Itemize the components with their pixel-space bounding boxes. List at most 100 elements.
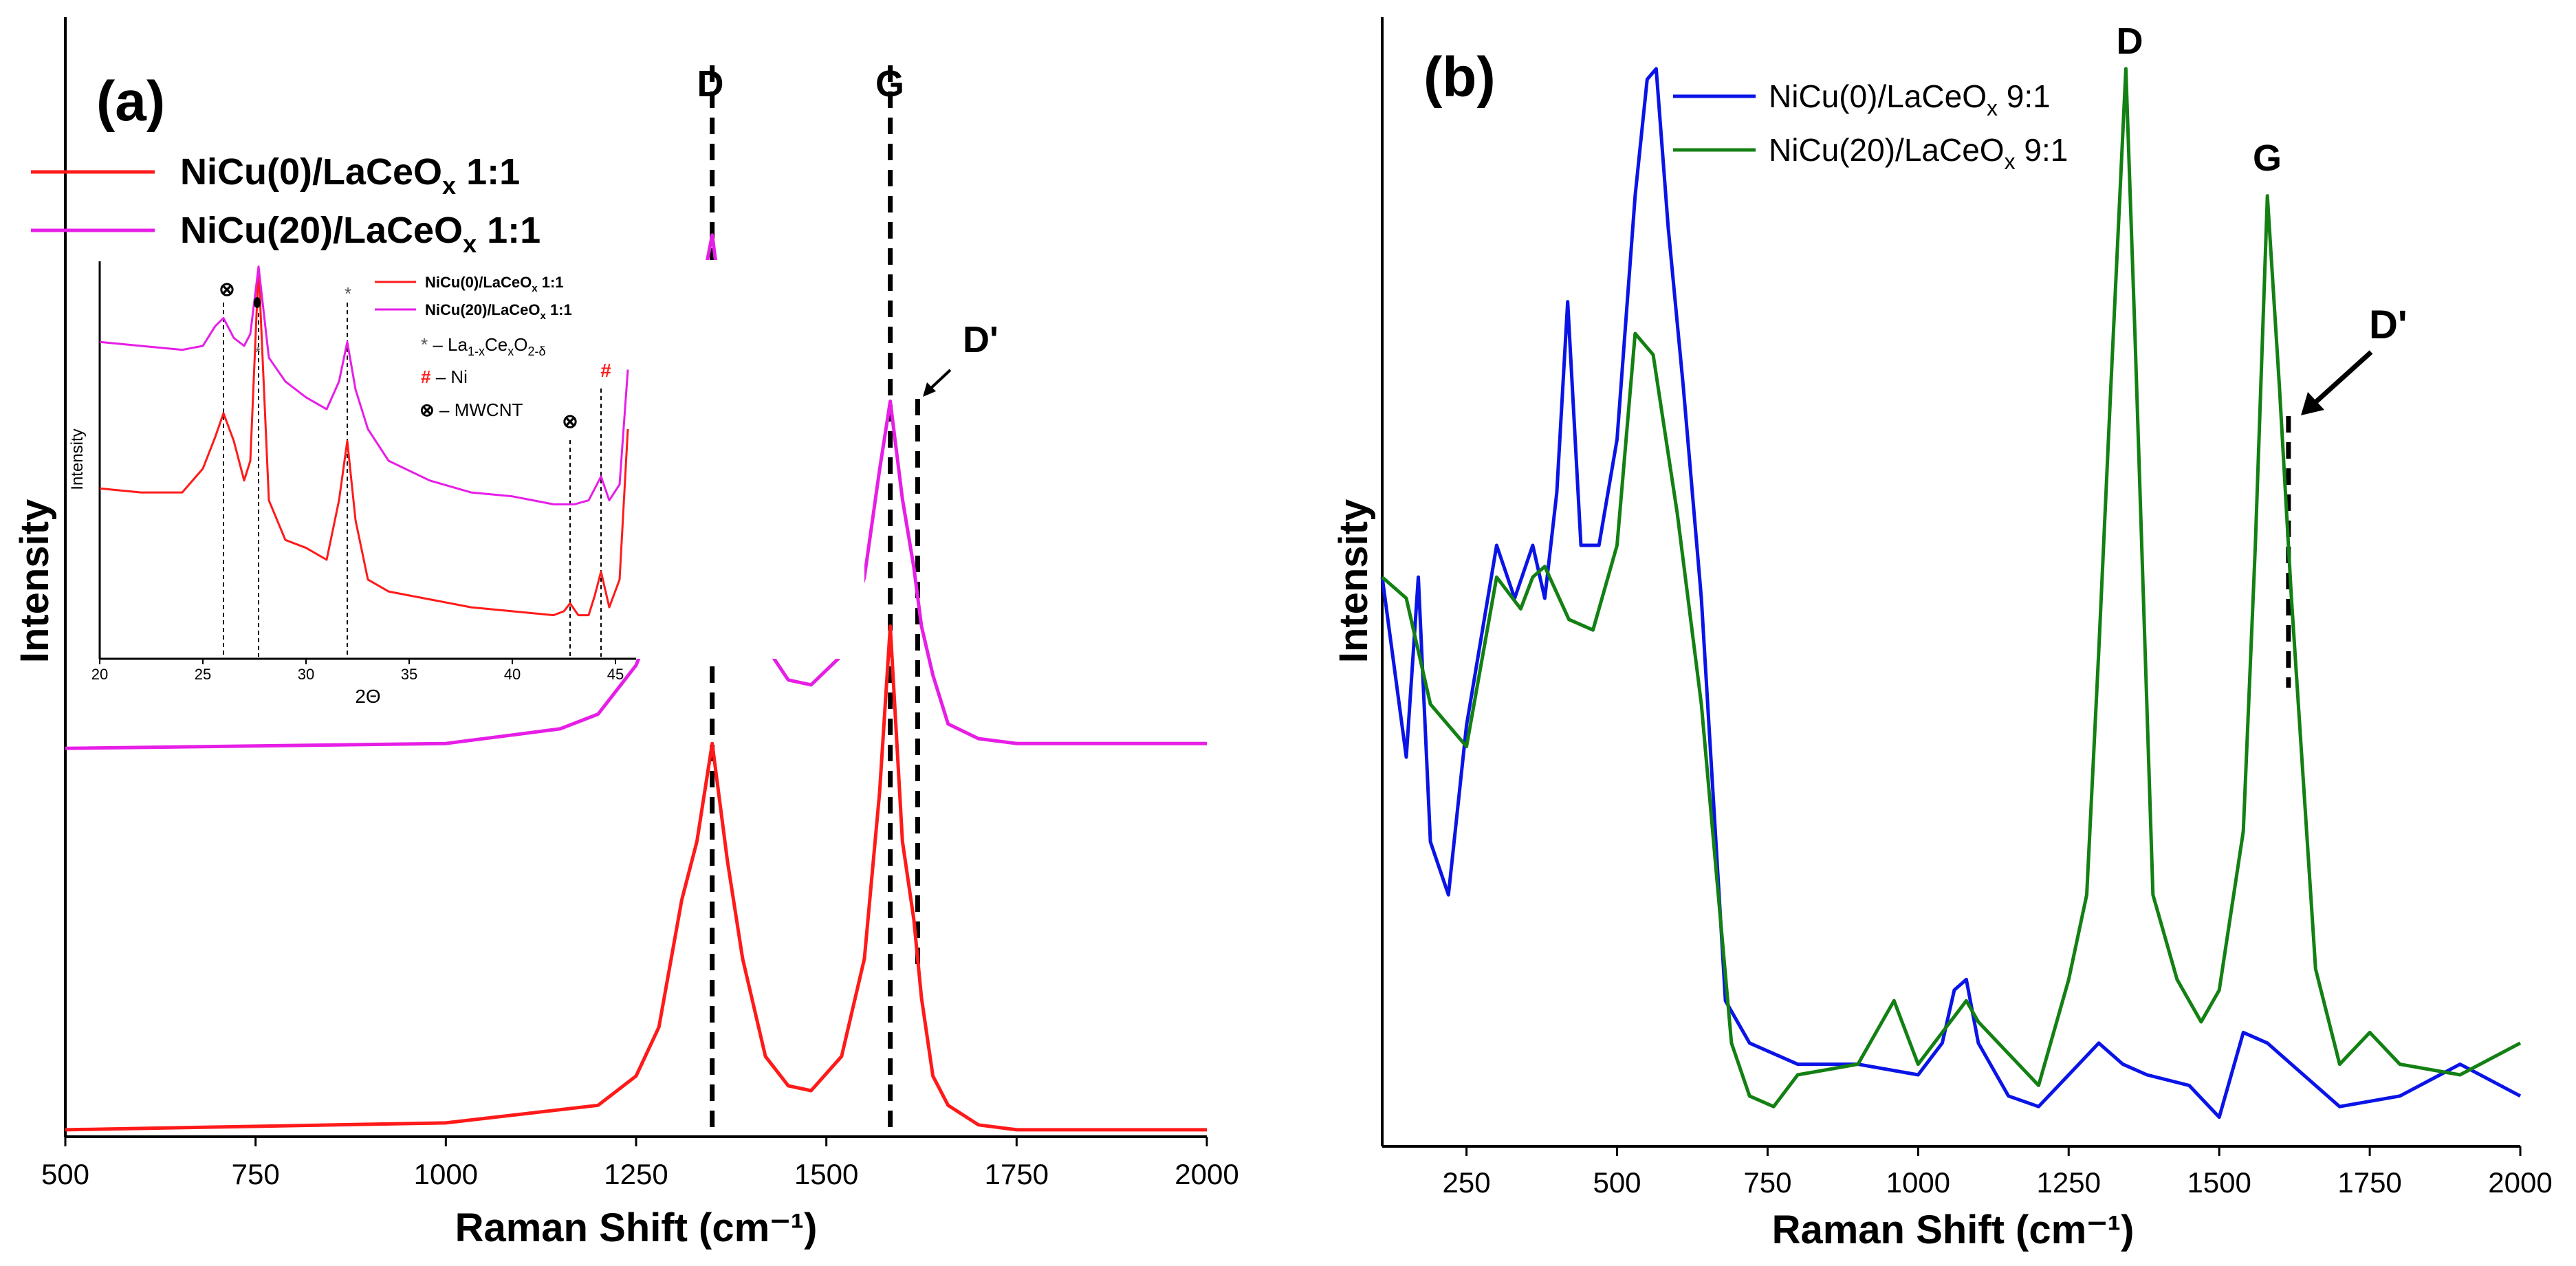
inset-marker-dot	[254, 297, 261, 308]
x-tick-label: 1250	[604, 1158, 668, 1190]
legend-base: NiCu(20)/LaCeO	[425, 301, 540, 318]
x-tick-label: 750	[232, 1158, 280, 1190]
phase-sub: 2-δ	[527, 345, 545, 358]
x-tick-label: 40	[504, 666, 521, 683]
x-tick-label: 1000	[1886, 1166, 1950, 1199]
inset-legend: NiCu(0)/LaCeOx 1:1 NiCu(20)/LaCeOx 1:1 *…	[375, 274, 572, 420]
legend-label: NiCu(20)/LaCeOx 9:1	[1769, 132, 2068, 174]
legend-base: NiCu(0)/LaCeO	[425, 274, 532, 291]
inset-legend-ni: # – Ni	[421, 367, 468, 387]
x-tick-label: 2000	[1175, 1158, 1238, 1190]
series-line	[1381, 67, 2522, 1109]
legend-entry: NiCu(0)/LaCeOx 9:1	[1673, 78, 2051, 120]
phase-dash: –	[428, 334, 448, 355]
phase-marker: *	[421, 334, 428, 355]
phase-dash: –	[430, 367, 450, 387]
panel-b-dprime-arrow	[2301, 350, 2373, 415]
phase-marker: #	[421, 367, 431, 387]
legend-sub: x	[532, 283, 538, 294]
panel-a-peak-g-label: G	[875, 63, 904, 105]
panel-b-label: (b)	[1423, 46, 1496, 109]
x-tick-label: 35	[401, 666, 417, 683]
legend-label: NiCu(0)/LaCeOx 1:1	[425, 274, 564, 294]
panel-a-peak-dprime-label: D'	[963, 319, 998, 360]
legend-entry: NiCu(20)/LaCeOx 1:1	[31, 210, 541, 258]
legend-tail: 1:1	[546, 301, 572, 318]
x-tick-label: 30	[298, 666, 314, 683]
phase-text: La	[448, 334, 468, 355]
legend-sub: x	[540, 310, 546, 322]
legend-label: NiCu(0)/LaCeOx 1:1	[180, 151, 520, 199]
x-tick-label: 1000	[414, 1158, 478, 1190]
panel-b-legend: NiCu(0)/LaCeOx 9:1 NiCu(20)/LaCeOx 9:1	[1673, 78, 2068, 174]
legend-label: NiCu(20)/LaCeOx 1:1	[180, 210, 541, 258]
legend-tail: 9:1	[1998, 78, 2051, 114]
inset-x-ticks: 20 25 30 35 40 45	[91, 659, 624, 683]
x-tick-label: 20	[91, 666, 108, 683]
x-tick-label: 1250	[2037, 1166, 2101, 1199]
phase-sub: 1-x	[468, 345, 485, 358]
panel-b: 250 500 750 1000 1250 1500 1750 2000 (b) Raman …	[1331, 17, 2553, 1252]
legend-base: NiCu(0)/LaCeO	[180, 151, 442, 193]
phase-dash: –	[435, 400, 455, 420]
legend-sub: x	[442, 171, 456, 199]
legend-tail: 9:1	[2016, 132, 2069, 168]
legend-base: NiCu(20)/LaCeO	[180, 210, 463, 251]
legend-entry: NiCu(20)/LaCeOx 1:1	[375, 301, 572, 322]
inset-marker-mwcnt-43: ⊗	[562, 411, 578, 432]
x-tick-label: 1750	[985, 1158, 1049, 1190]
panel-b-peak-d-label: D	[2117, 21, 2143, 62]
x-tick-label: 250	[1443, 1166, 1491, 1199]
panel-b-curves	[1380, 67, 2522, 1120]
inset-x-title: 2Θ	[355, 686, 380, 707]
legend-entry: NiCu(20)/LaCeOx 9:1	[1673, 132, 2068, 174]
inset: 20 25 30 35 40 45 2Θ Intensity ⊗ * * ⊗ # NiCu…	[68, 260, 864, 707]
inset-marker-lace-32: *	[345, 283, 351, 304]
inset-marker-lace-28: *	[255, 344, 261, 361]
panel-b-peak-g-label: G	[2253, 138, 2282, 179]
panel-a-legend: NiCu(0)/LaCeOx 1:1 NiCu(20)/LaCeOx 1:1	[31, 151, 541, 258]
phase-mid: Ce	[485, 334, 507, 355]
x-tick-label: 750	[1743, 1166, 1791, 1199]
phase-sub: x	[507, 345, 514, 358]
legend-sub: x	[2005, 149, 2016, 174]
x-tick-label: 25	[195, 666, 211, 683]
series-line	[65, 624, 1207, 1132]
inset-peak-lines	[223, 303, 602, 657]
x-tick-label: 500	[1593, 1166, 1641, 1199]
x-tick-label: 45	[607, 666, 624, 683]
inset-marker-mwcnt-26: ⊗	[219, 279, 234, 300]
panel-a-peak-d-label: D	[697, 63, 724, 105]
legend-label: NiCu(0)/LaCeOx 9:1	[1769, 78, 2051, 120]
series-line	[1380, 67, 2522, 1120]
series-line	[99, 265, 629, 617]
panel-b-peak-dprime-label: D'	[2369, 303, 2408, 347]
legend-tail: 1:1	[538, 274, 564, 291]
legend-sub: x	[463, 230, 477, 258]
panel-a-dprime-arrow	[923, 369, 952, 397]
panel-a-x-ticks: 500 750 1000 1250 1500 1750 2000	[41, 1137, 1239, 1190]
phase-mid: O	[514, 334, 527, 355]
series-line	[99, 265, 629, 505]
inset-marker-ni-44: #	[600, 360, 611, 381]
legend-tail: 1:1	[477, 210, 541, 251]
inset-curves	[99, 265, 629, 617]
legend-sub: x	[1987, 96, 1998, 120]
panel-a-y-title: Intensity	[12, 499, 57, 664]
x-tick-label: 500	[41, 1158, 89, 1190]
legend-entry: NiCu(0)/LaCeOx 1:1	[375, 274, 564, 294]
inset-y-title: Intensity	[68, 428, 87, 490]
panel-b-x-title: Raman Shift (cm⁻¹)	[1772, 1208, 2135, 1252]
legend-entry: NiCu(0)/LaCeOx 1:1	[31, 151, 520, 199]
panel-a-label: (a)	[96, 70, 165, 133]
panel-b-x-ticks: 250 500 750 1000 1250 1500 1750 2000	[1443, 1146, 2553, 1199]
inset-legend-mwcnt: ⊗ – MWCNT	[419, 400, 523, 420]
legend-label: NiCu(20)/LaCeOx 1:1	[425, 301, 572, 322]
inset-background	[100, 260, 864, 659]
panel-b-y-title: Intensity	[1331, 499, 1376, 664]
panel-a-x-title: Raman Shift (cm⁻¹)	[455, 1205, 818, 1250]
legend-tail: 1:1	[456, 151, 520, 193]
x-tick-label: 1750	[2337, 1166, 2401, 1199]
legend-base: NiCu(20)/LaCeO	[1769, 132, 2005, 168]
